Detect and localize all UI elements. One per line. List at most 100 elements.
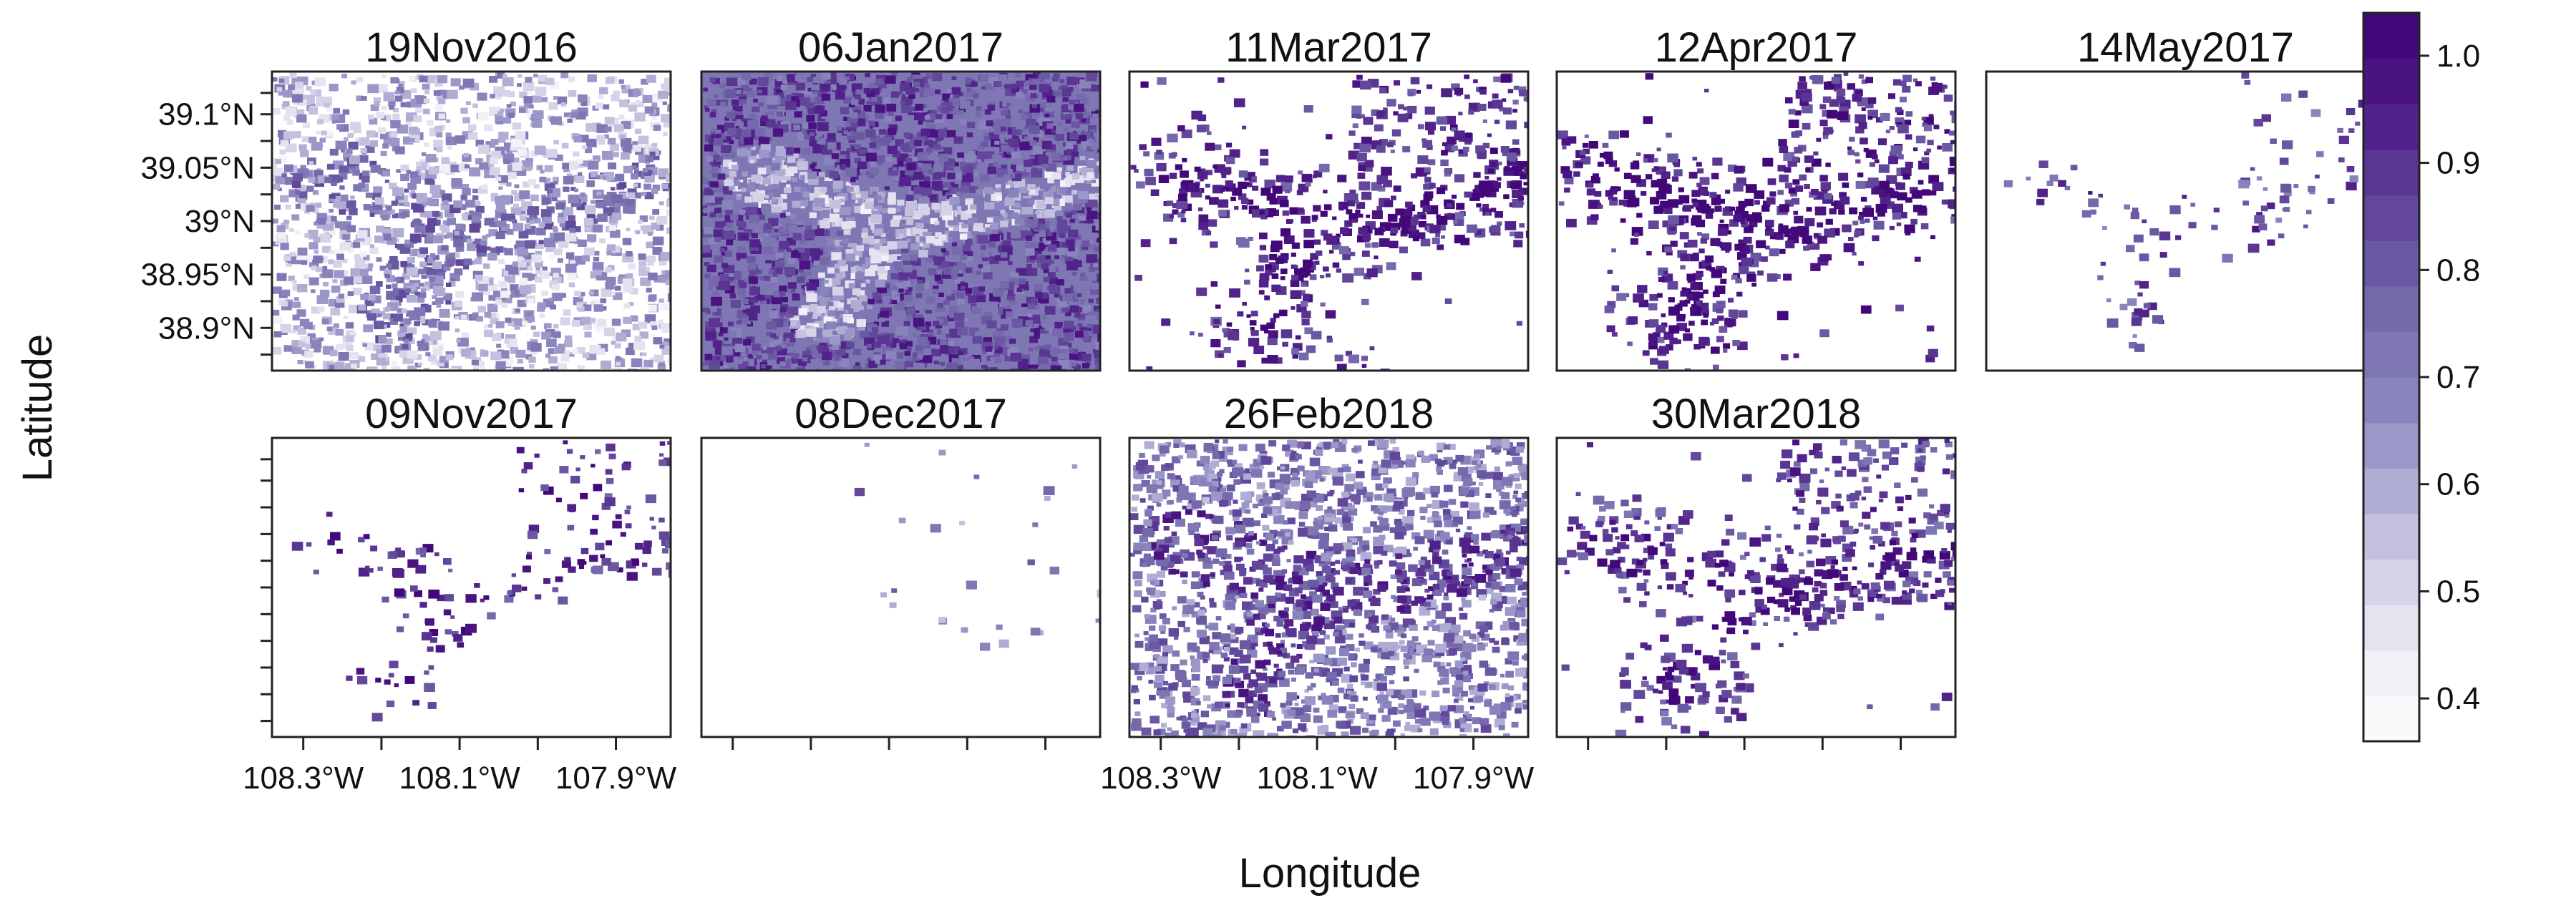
raster-cell [289, 72, 297, 79]
raster-cell [470, 347, 475, 352]
raster-cell [742, 366, 753, 371]
raster-cell [550, 366, 558, 371]
raster-cell [397, 243, 405, 250]
raster-cell [604, 126, 612, 132]
raster-cell [563, 112, 570, 117]
raster-cell [790, 326, 798, 333]
raster-cell [1177, 212, 1185, 218]
raster-cell [293, 109, 305, 118]
raster-cell [1172, 202, 1179, 208]
raster-cell [1293, 265, 1298, 269]
raster-cell [636, 99, 641, 104]
raster-cell [505, 334, 516, 343]
raster-cell [538, 240, 544, 245]
raster-cell [776, 357, 785, 364]
raster-cell [724, 337, 729, 341]
raster-cell [578, 239, 587, 247]
raster-cell [736, 89, 742, 94]
raster-cell [661, 183, 669, 189]
raster-cell [1039, 102, 1047, 108]
raster-cell [617, 276, 628, 284]
raster-cell [576, 158, 583, 164]
raster-cell [488, 229, 498, 237]
raster-cell [903, 280, 911, 287]
raster-cell [1057, 122, 1063, 126]
raster-cell [701, 211, 708, 216]
raster-cell [370, 104, 379, 112]
raster-cell [1468, 109, 1474, 115]
raster-cell [798, 268, 804, 273]
raster-cell [658, 361, 665, 366]
raster-cell [986, 301, 998, 311]
raster-cell [1238, 193, 1247, 200]
raster-cell [846, 127, 855, 134]
raster-cell [1048, 272, 1056, 278]
raster-cell [475, 140, 484, 147]
raster-cell [802, 351, 812, 358]
raster-cell [1029, 140, 1036, 146]
raster-cell [1361, 191, 1372, 200]
raster-cell [404, 339, 409, 343]
raster-cell [748, 366, 756, 371]
raster-cell [867, 79, 875, 84]
raster-cell [568, 90, 577, 97]
raster-cell [487, 303, 498, 313]
raster-cell [497, 111, 504, 117]
raster-cell [869, 186, 880, 195]
raster-cell [1044, 114, 1050, 118]
raster-cell [835, 367, 843, 371]
raster-cell [526, 167, 532, 171]
raster-cell [418, 169, 424, 174]
raster-cell [810, 303, 820, 312]
raster-cell [635, 230, 641, 235]
raster-cell [1261, 357, 1269, 364]
raster-cell [371, 353, 379, 361]
raster-cell [436, 147, 443, 152]
raster-cell [561, 142, 569, 149]
raster-cell [1048, 186, 1056, 192]
raster-cell [1313, 205, 1321, 212]
raster-cell [558, 240, 568, 248]
raster-cell [928, 334, 934, 339]
raster-cell [704, 105, 709, 109]
raster-cell [1296, 304, 1307, 313]
raster-cell [612, 368, 623, 371]
raster-cell [1298, 183, 1309, 192]
raster-cell [865, 202, 874, 209]
raster-cell [1000, 324, 1008, 331]
raster-cell [369, 160, 377, 167]
raster-cell [495, 114, 504, 122]
raster-cell [521, 166, 526, 170]
raster-cell [407, 350, 418, 359]
raster-cell [749, 239, 760, 248]
raster-cell [576, 202, 587, 210]
raster-cell [1003, 336, 1012, 343]
raster-cell [472, 200, 481, 208]
raster-cell [946, 141, 951, 145]
raster-cell [596, 191, 602, 196]
raster-cell [381, 365, 387, 370]
raster-cell [394, 90, 400, 94]
raster-cell [362, 255, 370, 260]
raster-cell [781, 200, 787, 205]
raster-cell [703, 87, 708, 92]
raster-cell [1398, 104, 1404, 109]
raster-cell [966, 268, 971, 273]
raster-cell [387, 237, 397, 245]
raster-cell [1047, 244, 1057, 252]
raster-cell [322, 281, 329, 287]
raster-cell [1516, 321, 1522, 326]
raster-cell [1134, 275, 1142, 281]
raster-cell [772, 128, 784, 137]
raster-cell [358, 304, 366, 311]
raster-cell [386, 263, 392, 268]
raster-cell [388, 313, 395, 319]
raster-cell [399, 290, 409, 298]
raster-cell [563, 175, 574, 185]
raster-cell [450, 164, 461, 172]
raster-cell [656, 225, 664, 231]
raster-cell [433, 235, 444, 244]
raster-cell [764, 275, 771, 281]
raster-cell [763, 232, 769, 237]
raster-cell [879, 125, 885, 130]
